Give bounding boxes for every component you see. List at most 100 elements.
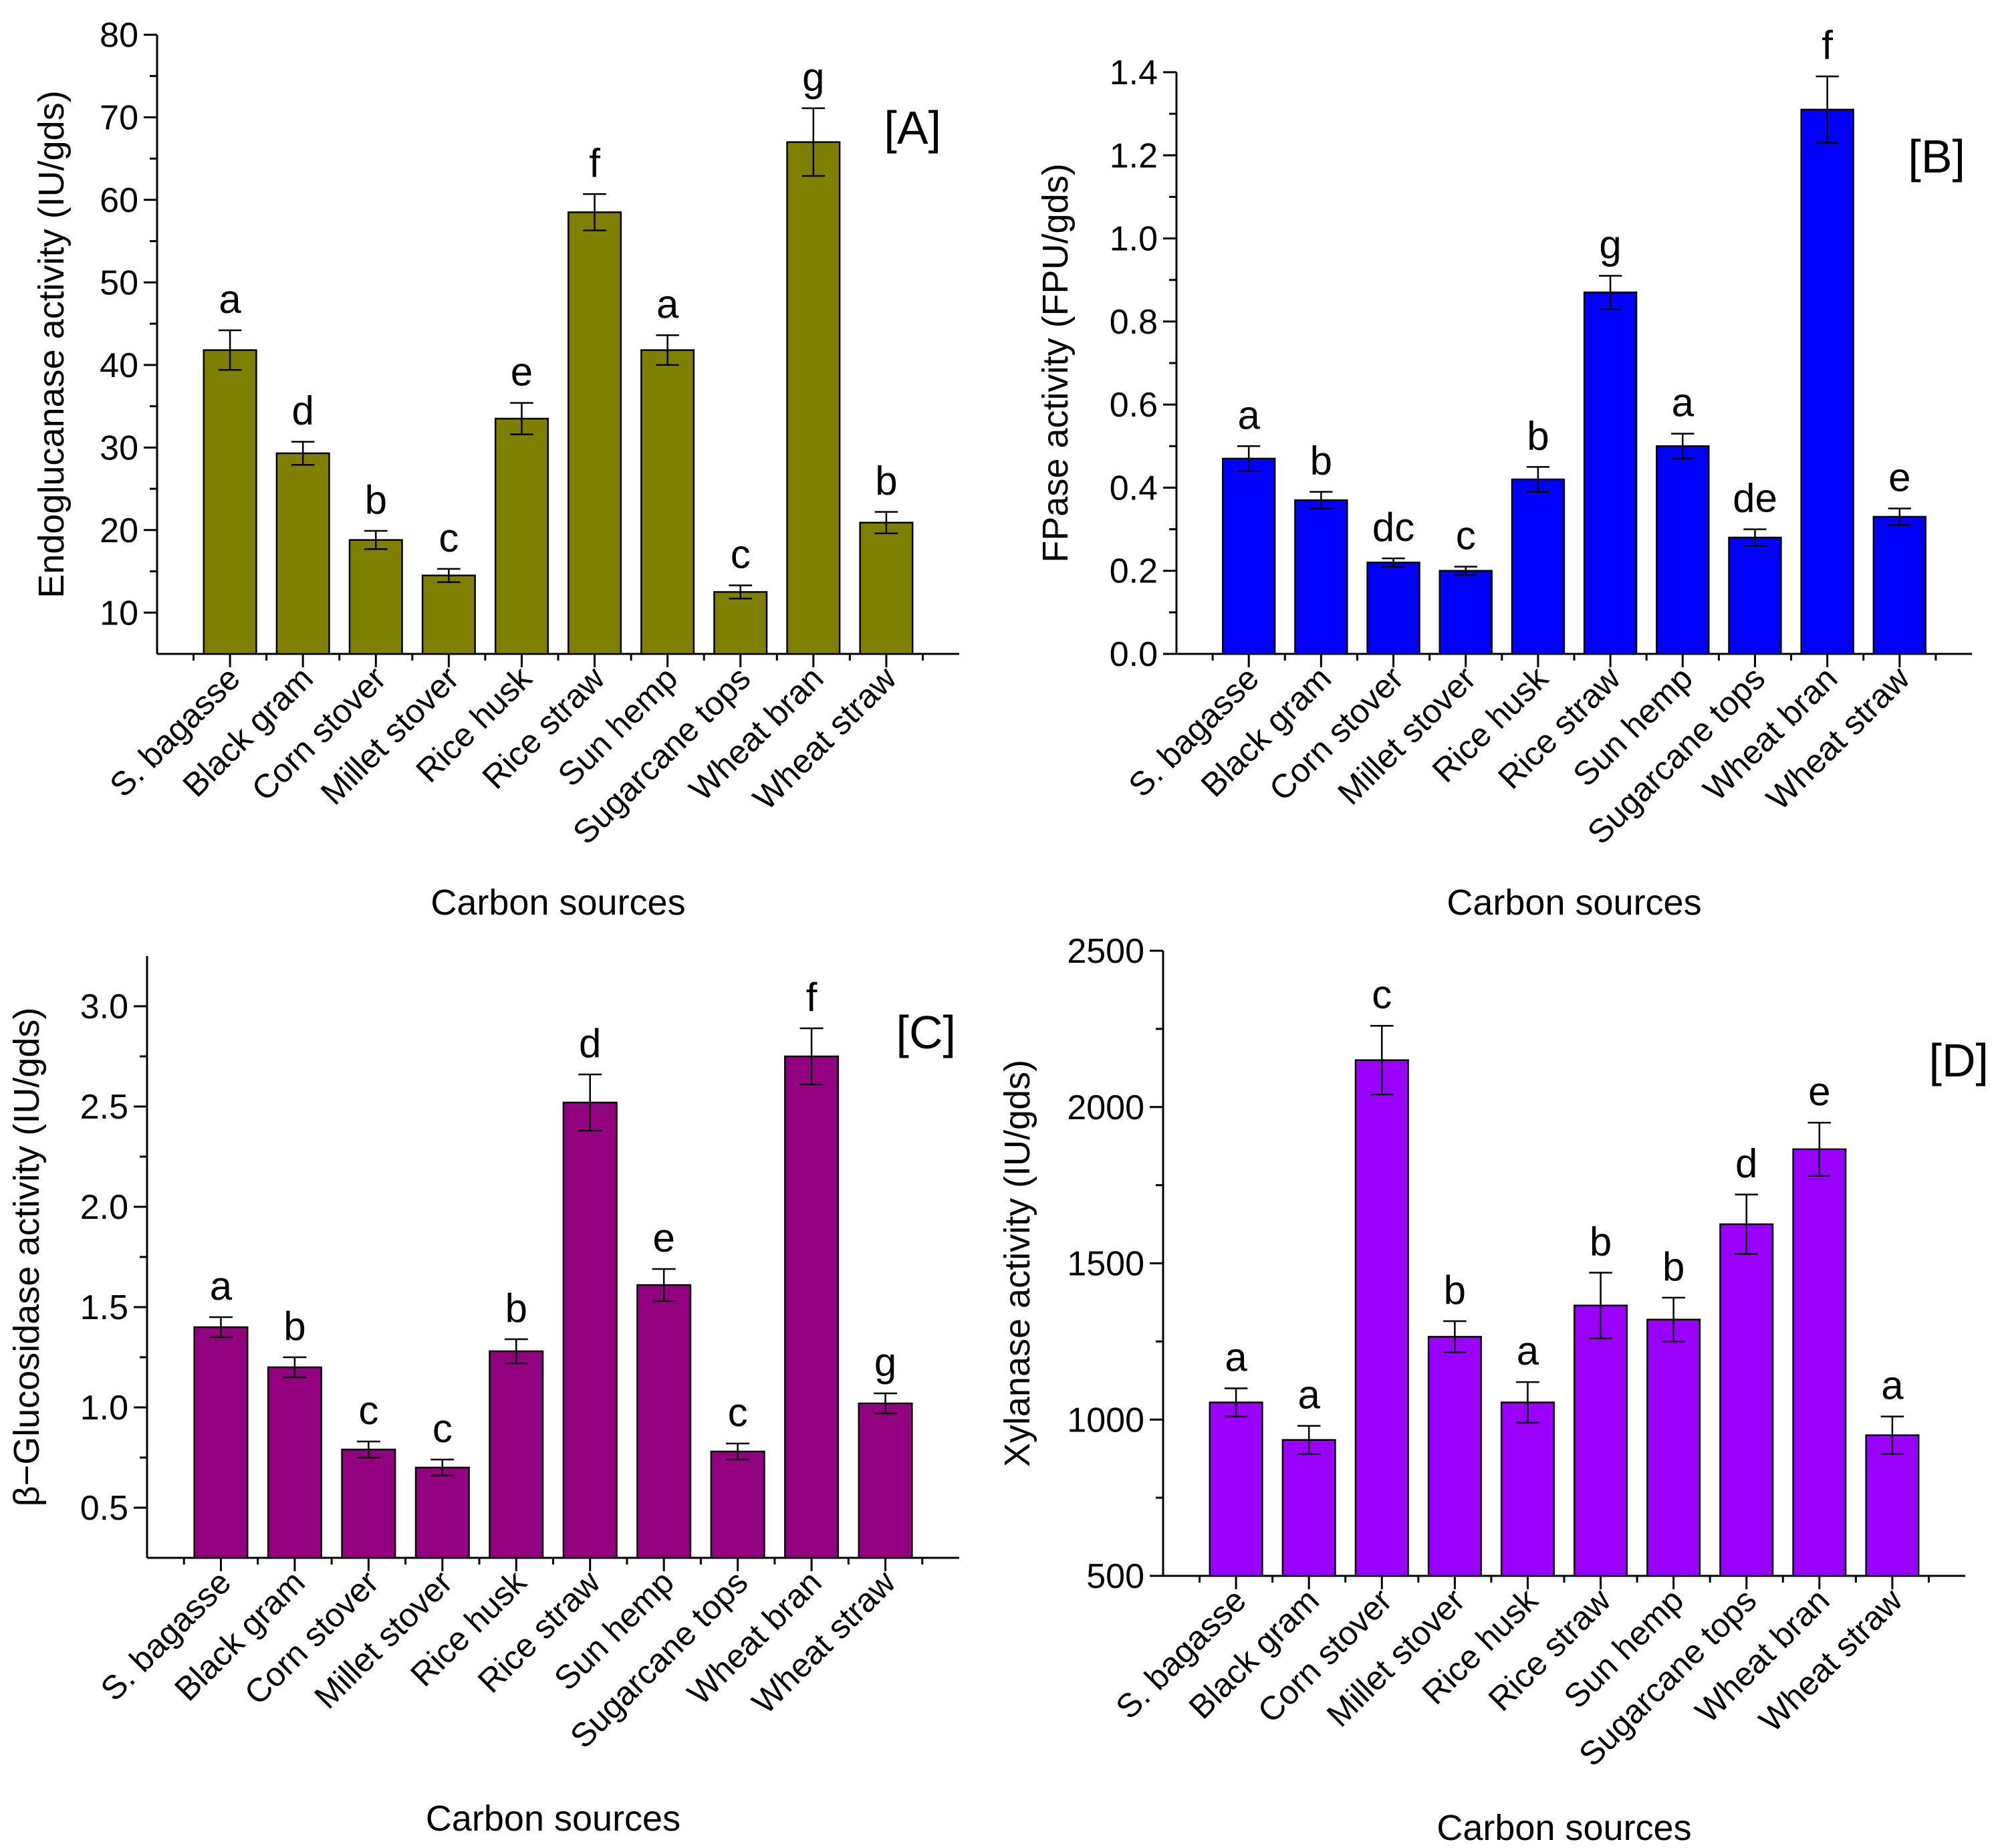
error-bar [583,193,606,231]
y-tick-label: 1500 [1067,1245,1144,1284]
y-tick-label: 70 [100,98,138,137]
significance-letter: b [1590,1220,1612,1264]
bar [640,349,695,655]
bar [786,141,841,655]
error-bar [1526,466,1550,493]
bar [1872,515,1927,655]
y-tick-label: 50 [100,263,138,302]
error-bar [652,1268,676,1302]
significance-letter: a [1225,1335,1247,1380]
chart-panel-2: 0.00.20.40.60.81.01.21.4aS. bagassebBlac… [1035,23,1972,923]
significance-letter: b [1444,1268,1466,1312]
y-tick-label: 20 [100,511,138,550]
bar [1728,536,1782,655]
significance-letter: e [652,1216,674,1260]
bar [1800,108,1854,655]
error-bar [1382,557,1405,568]
bar [1583,292,1638,655]
bar [275,452,330,655]
significance-letter: e [1888,455,1910,500]
error-bar [1888,507,1911,526]
error-bar [656,334,679,366]
bar [859,522,914,655]
panel-label: [D] [1929,1034,1989,1086]
significance-letter: c [439,515,459,560]
significance-letter: dc [1372,505,1414,550]
bar [1439,570,1493,655]
y-tick-label: 10 [100,594,138,632]
y-tick-label: 60 [100,181,138,220]
error-bar [1743,528,1767,547]
error-bar [1370,1024,1394,1096]
y-tick-label: 2.5 [80,1088,128,1127]
significance-letter: a [656,281,679,326]
significance-letter: g [802,55,824,100]
error-bar [1516,1381,1539,1424]
bar [1646,1318,1701,1577]
bar [421,574,476,655]
bar [1281,1439,1336,1577]
y-tick-label: 1.0 [80,1389,128,1427]
y-tick-label: 2500 [1067,932,1144,971]
bar [1656,445,1710,655]
error-bar [801,107,826,177]
y-tick-label: 0.4 [1110,469,1158,507]
x-axis-title: Carbon sources [1447,883,1701,923]
y-tick-label: 1.5 [80,1288,128,1327]
y-axis-title: Xylanase activity (IU/gds) [997,1060,1037,1467]
significance-letter: a [1672,380,1695,425]
significance-letter: a [1517,1329,1539,1373]
significance-letter: a [219,277,241,322]
significance-letter: f [589,140,600,185]
y-axis-title: β−Glucosidase activity (IU/gds) [7,1008,47,1507]
error-bar [1443,1320,1467,1353]
significance-letter: de [1733,476,1777,521]
y-axis-title: Endoglucanase activity (IU/gds) [31,90,72,598]
significance-letter: a [1881,1363,1904,1408]
bar [636,1284,692,1559]
bar [1221,457,1276,655]
bar [1511,478,1566,655]
error-bar [726,1442,750,1461]
error-bar [1880,1415,1904,1455]
bar [713,591,768,655]
y-tick-label: 0.8 [1110,303,1158,342]
significance-letter: a [210,1264,233,1308]
significance-letter: b [1662,1244,1684,1289]
significance-letter: e [1808,1069,1830,1114]
significance-letter: c [1456,513,1476,558]
error-bar [356,1440,380,1459]
significance-letter: g [1599,223,1621,267]
panel-label: [C] [896,1006,956,1058]
bar [1792,1148,1847,1577]
panel-label: [B] [1908,130,1965,183]
error-bar [799,1027,824,1086]
significance-letter: b [505,1286,527,1331]
bar [1366,562,1420,655]
panel-label: [A] [884,102,941,154]
bar [568,211,622,655]
y-axis-title: FPase activity (FPU/gds) [1035,163,1076,562]
y-tick-label: 0.5 [80,1489,128,1528]
bar [1574,1304,1628,1577]
y-tick-label: 0.0 [1110,635,1158,674]
x-axis-title: Carbon sources [426,1799,680,1839]
y-tick-label: 2000 [1067,1088,1144,1127]
bar [341,1448,396,1559]
bar [1427,1336,1482,1577]
error-bar [1454,566,1477,576]
significance-letter: f [1822,23,1833,68]
significance-letter: c [728,1390,748,1435]
error-bar [1816,75,1839,144]
significance-letter: c [731,532,751,577]
bar [1865,1434,1920,1577]
error-bar [874,511,898,534]
significance-letter: c [358,1388,378,1433]
significance-letter: c [432,1406,453,1451]
error-bar [364,530,388,550]
significance-letter: b [283,1304,305,1349]
